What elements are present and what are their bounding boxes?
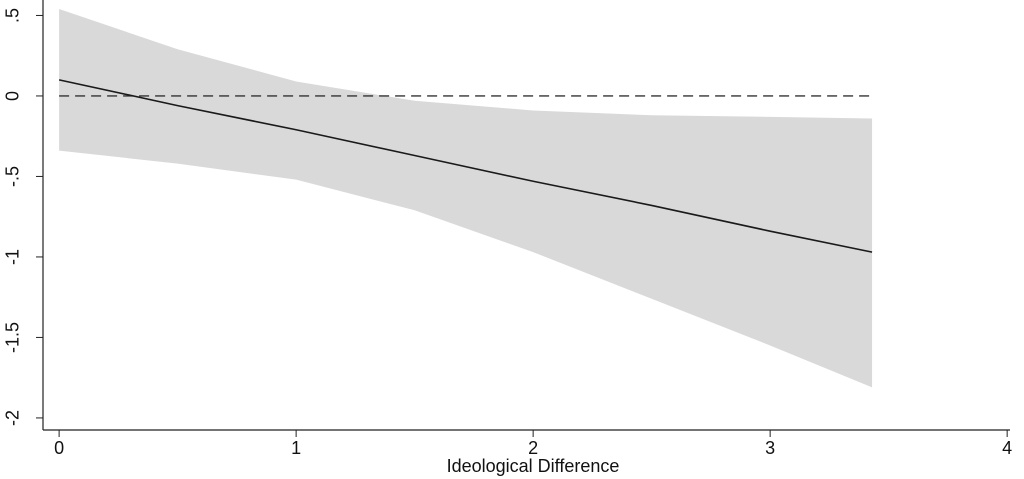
y-tick-label: -.5 — [3, 166, 23, 187]
x-tick-label: 4 — [1002, 438, 1012, 458]
y-tick-label: -1.5 — [3, 322, 23, 353]
x-tick-label: 3 — [765, 438, 775, 458]
y-tick-label: .5 — [3, 8, 23, 23]
y-tick-label: -1 — [3, 249, 23, 265]
x-tick-label: 2 — [528, 438, 538, 458]
y-tick-label: 0 — [3, 91, 23, 101]
y-tick-label: -2 — [3, 410, 23, 426]
estimate-line — [58, 79, 873, 253]
confidence-band — [59, 9, 873, 388]
x-tick-label: 0 — [54, 438, 64, 458]
x-axis-label: Ideological Difference — [447, 456, 620, 476]
x-tick-label: 1 — [291, 438, 301, 458]
